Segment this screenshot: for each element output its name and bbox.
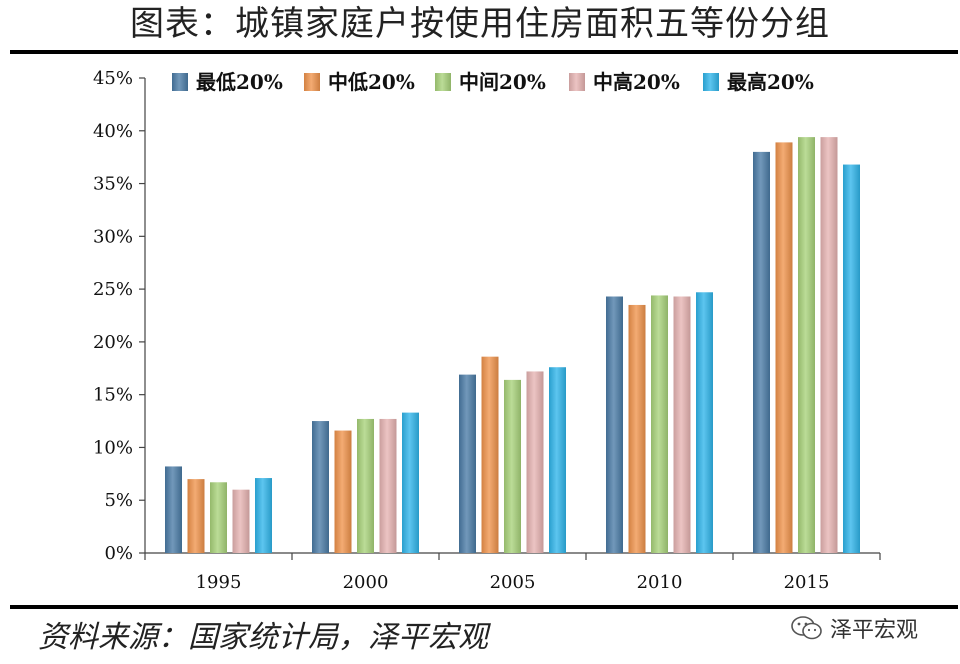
wechat-icon [791,616,822,640]
bar-2000-s1 [334,430,352,553]
bar-2005-s4 [549,367,566,553]
legend-swatch [172,73,188,91]
bar-1995-s3 [232,489,250,553]
bar-2005-s3 [526,371,544,553]
legend-label: 最低20% [196,70,283,94]
y-tick-label: 15% [93,385,133,406]
y-tick-label: 45% [93,68,133,89]
bar-1995-s2 [210,482,227,553]
bar-2015-s1 [775,142,793,553]
chart-title: 图表：城镇家庭户按使用住房面积五等份分组 [130,4,830,44]
bar-1995-s1 [187,479,205,553]
x-tick-label: 2010 [637,572,683,593]
x-tick-label: 2005 [490,572,536,593]
bar-2015-s4 [843,164,860,554]
chart-axes: 0% 5% 10% 15% 20% 25% 30% 35% 40% 45% 1995 2000 2005… [93,68,881,593]
y-tick-label: 10% [93,437,133,458]
y-tick-label: 5% [104,490,133,511]
legend-swatch [703,73,719,91]
footer-divider [10,605,958,609]
bar-2010-s2 [651,295,668,553]
chart-legend: 最低20% 中低20% 中间20% 中高20% 最高20% [172,70,814,94]
bar-chart: 0% 5% 10% 15% 20% 25% 30% 35% 40% 45% 1995 2000 2005… [93,68,881,593]
bar-1995-s0 [165,466,182,553]
title-divider [10,50,958,54]
bar-2000-s0 [312,421,329,553]
watermark-text: 泽平宏观 [830,618,919,643]
legend-label: 中间20% [459,70,546,94]
bar-2010-s4 [696,292,713,553]
bar-2000-s3 [379,418,397,553]
bar-2005-s2 [504,379,521,553]
bar-2015-s2 [798,137,815,553]
legend-label: 最高20% [727,70,814,94]
bar-2010-s1 [628,304,646,553]
y-tick-label: 20% [93,332,133,353]
bar-series-group [165,137,860,554]
legend-label: 中低20% [328,70,415,94]
x-tick-label: 2015 [784,572,830,593]
y-tick-label: 40% [93,121,133,142]
y-tick-label: 0% [104,543,133,564]
bar-2010-s3 [673,296,691,553]
bar-2000-s2 [357,418,374,553]
y-tick-label: 30% [93,226,133,247]
legend-swatch [304,73,320,91]
bar-2005-s1 [481,356,499,553]
bar-2015-s0 [753,151,770,553]
legend-label: 中高20% [593,70,680,94]
x-tick-label: 1995 [196,572,242,593]
legend-swatch [569,73,585,91]
source-note: 资料来源：国家统计局，泽平宏观 [38,620,488,655]
bar-2005-s0 [459,374,476,553]
y-tick-label: 25% [93,279,133,300]
watermark: 泽平宏观 [790,612,918,644]
y-tick-label: 35% [93,174,133,195]
bar-2000-s4 [402,412,419,553]
bar-2015-s3 [820,137,838,553]
bar-1995-s4 [255,478,272,553]
bar-2010-s0 [606,296,623,553]
x-tick-label: 2000 [343,572,389,593]
legend-swatch [435,73,451,91]
